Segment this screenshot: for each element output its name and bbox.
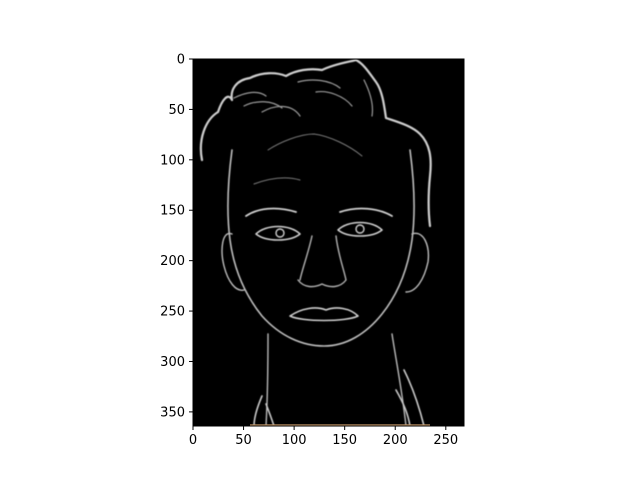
left-eye: [255, 225, 301, 241]
y-tick-label: 150: [160, 204, 185, 219]
left-ear: [221, 232, 245, 291]
hair-outline: [199, 59, 432, 228]
x-tick-label: 250: [433, 433, 458, 448]
x-tick-label: 100: [282, 433, 307, 448]
right-eye: [337, 221, 383, 237]
x-axis: 0 50 100 150 200 250: [189, 426, 458, 448]
y-tick-label: 350: [160, 405, 185, 420]
hair-strands: [233, 79, 374, 117]
y-tick-label: 50: [168, 103, 185, 118]
y-tick-label: 100: [160, 153, 185, 168]
face-edges: [199, 59, 432, 426]
x-tick-label: 0: [189, 433, 197, 448]
collar: [253, 369, 425, 426]
y-axis: 0 50 100 150 200 250 300 350: [160, 53, 193, 420]
left-eyebrow: [245, 207, 297, 217]
right-ear: [405, 232, 430, 293]
x-tick-label: 200: [383, 433, 408, 448]
mouth: [289, 307, 359, 322]
forehead-lines: [253, 133, 363, 185]
neck: [265, 333, 407, 426]
left-iris: [275, 228, 285, 238]
y-tick-label: 250: [160, 305, 185, 320]
edge-detected-face-image: [193, 59, 464, 426]
x-tick-label: 50: [235, 433, 252, 448]
right-iris: [355, 224, 365, 234]
nose: [297, 235, 347, 288]
y-tick-label: 300: [160, 355, 185, 370]
face-outline: [227, 149, 415, 347]
image-background: [193, 59, 464, 426]
axes-frame: [192, 58, 465, 427]
y-tick-label: 0: [177, 53, 185, 68]
x-tick-label: 150: [332, 433, 357, 448]
right-eyebrow: [339, 207, 393, 217]
y-tick-label: 200: [160, 254, 185, 269]
